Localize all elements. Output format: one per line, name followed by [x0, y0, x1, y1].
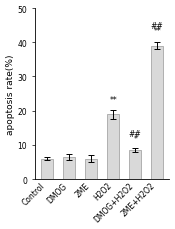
Bar: [129, 150, 141, 179]
Bar: [85, 159, 97, 179]
Text: ##: ##: [129, 129, 142, 139]
Text: **: **: [109, 95, 117, 104]
Bar: [41, 159, 53, 179]
Y-axis label: apoptosis rate(%): apoptosis rate(%): [6, 54, 15, 134]
Bar: [107, 114, 119, 179]
Text: *: *: [133, 135, 137, 144]
Bar: [151, 46, 163, 179]
Text: **: **: [153, 27, 161, 36]
Bar: [63, 157, 75, 179]
Text: ##: ##: [151, 22, 164, 31]
